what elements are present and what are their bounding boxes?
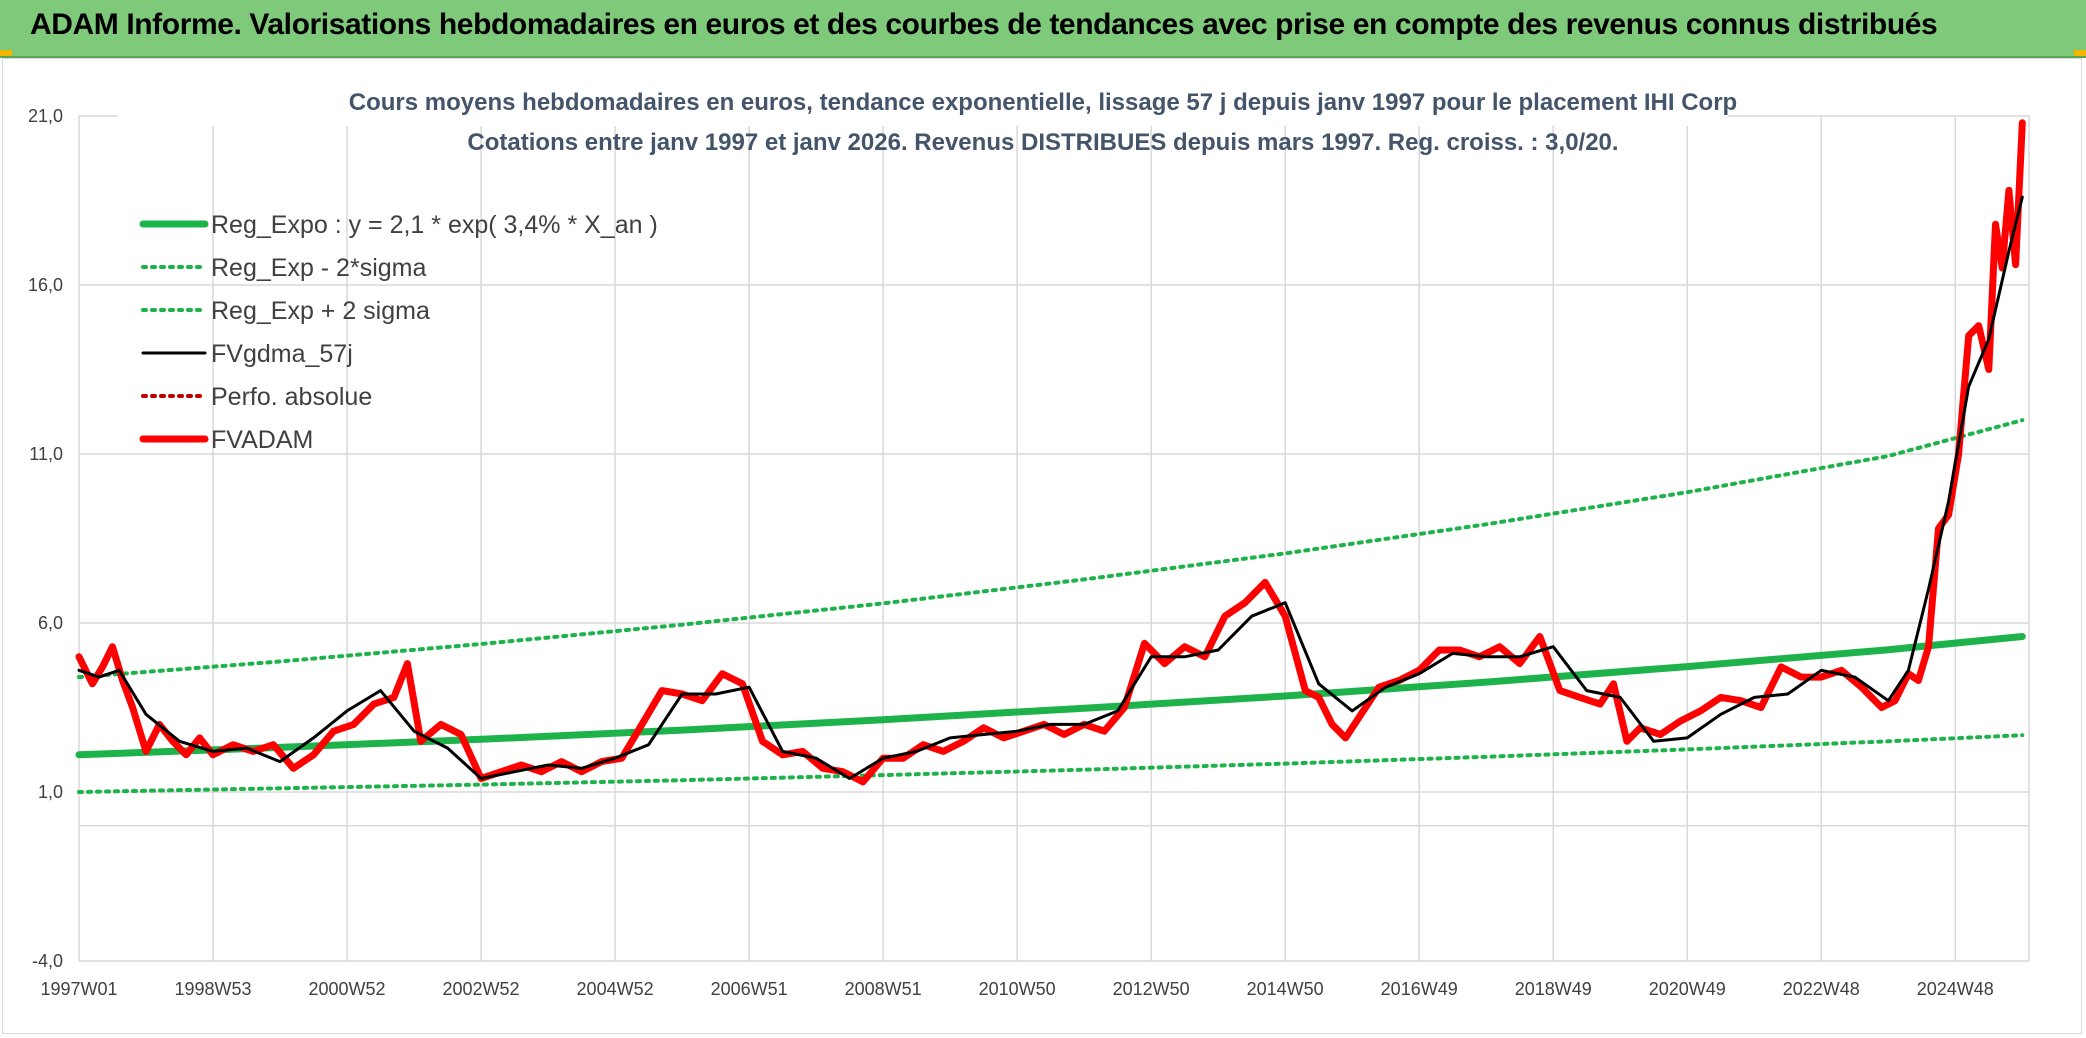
y-tick-label: -4,0 xyxy=(32,951,63,971)
series-line-1 xyxy=(77,733,2025,794)
x-axis-ticks: 1997W01 1998W53 2000W52 2002W52 2004W52 2006W… xyxy=(40,979,1993,999)
x-tick-label: 2004W52 xyxy=(577,979,654,999)
y-tick-label: 6,0 xyxy=(38,613,63,633)
y-tick-label: 21,0 xyxy=(28,106,63,126)
banner-corner-right xyxy=(2074,50,2086,56)
chart-title: Cours moyens hebdomadaires en euros, ten… xyxy=(349,89,1737,116)
series-line-3 xyxy=(77,195,2024,780)
legend: Reg_Expo : y = 2,1 * exp( 3,4% * X_an ) R… xyxy=(139,211,658,454)
legend-label: FVgdma_57j xyxy=(211,340,353,368)
legend-label: Reg_Exp + 2 sigma xyxy=(211,297,430,325)
x-tick-label: 2008W51 xyxy=(845,979,922,999)
x-tick-label: 2020W49 xyxy=(1649,979,1726,999)
series-line-0 xyxy=(75,633,2026,759)
banner-corner-left xyxy=(0,50,12,56)
x-tick-label: 2016W49 xyxy=(1381,979,1458,999)
chart-subtitle: Cotations entre janv 1997 et janv 2026. … xyxy=(467,129,1618,156)
series-layer xyxy=(75,119,2026,794)
x-tick-label: 2022W48 xyxy=(1783,979,1860,999)
chart-svg: Cours moyens hebdomadaires en euros, ten… xyxy=(28,64,2030,999)
chart-title-box xyxy=(118,64,1728,126)
chart-frame: Cours moyens hebdomadaires en euros, ten… xyxy=(2,58,2082,1034)
y-tick-label: 16,0 xyxy=(28,275,63,295)
y-tick-label: 1,0 xyxy=(38,782,63,802)
x-tick-label: 2012W50 xyxy=(1113,979,1190,999)
x-tick-label: 2000W52 xyxy=(309,979,386,999)
y-tick-label: 11,0 xyxy=(29,444,63,464)
legend-label: Reg_Expo : y = 2,1 * exp( 3,4% * X_an ) xyxy=(211,211,658,239)
x-tick-label: 2014W50 xyxy=(1247,979,1324,999)
y-axis-ticks: -4,0 1,0 6,0 11,0 16,0 21,0 xyxy=(28,106,63,971)
x-tick-label: 2010W50 xyxy=(979,979,1056,999)
header-banner: ADAM Informe. Valorisations hebdomadaire… xyxy=(0,0,2086,58)
series-line-2 xyxy=(77,418,2025,680)
x-tick-label: 2024W48 xyxy=(1917,979,1994,999)
x-tick-label: 1997W01 xyxy=(40,979,117,999)
x-tick-label: 2002W52 xyxy=(443,979,520,999)
x-tick-label: 2018W49 xyxy=(1515,979,1592,999)
gridlines xyxy=(78,115,2030,962)
series-line-5 xyxy=(75,119,2026,786)
legend-label: Reg_Exp - 2*sigma xyxy=(211,254,426,282)
x-tick-label: 2006W51 xyxy=(711,979,788,999)
legend-label: FVADAM xyxy=(211,426,313,454)
legend-label: Perfo. absolue xyxy=(211,383,372,411)
page-title: ADAM Informe. Valorisations hebdomadaire… xyxy=(30,8,1938,41)
x-tick-label: 1998W53 xyxy=(174,979,251,999)
